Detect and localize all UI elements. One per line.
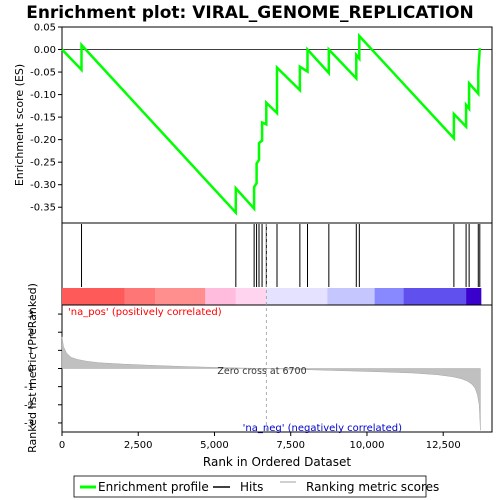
es-y-tick-label: -0.10 bbox=[30, 90, 56, 101]
negative-correlation-label: 'na_neg' (negatively correlated) bbox=[243, 423, 402, 434]
metric-panel: 3 2 1 0 -1 -2 -3 'na_pos' (positively correlat… bbox=[24, 224, 493, 434]
legend-box bbox=[73, 475, 427, 498]
heatmap-segment bbox=[374, 288, 404, 305]
metric-y-tick-label: 2 bbox=[28, 328, 34, 339]
metric-y-axis-label: Ranked list metric (PreRanked) bbox=[26, 283, 39, 453]
x-tick-label: 0 bbox=[59, 440, 65, 451]
legend-label-enrichment-profile: Enrichment profile bbox=[98, 480, 209, 494]
x-tick-label: 2,500 bbox=[124, 440, 153, 451]
metric-y-ticks: 3 2 1 0 -1 -2 -3 bbox=[24, 310, 62, 429]
heatmap-segment bbox=[235, 288, 267, 305]
x-tick-label: 7,500 bbox=[276, 440, 305, 451]
metric-y-tick-label: -1 bbox=[24, 382, 34, 393]
heatmap-segment bbox=[327, 288, 375, 305]
es-y-tick-label: 0.00 bbox=[34, 45, 56, 56]
ranking-heatmap-strip bbox=[62, 288, 482, 305]
es-y-tick-label: -0.05 bbox=[30, 68, 56, 79]
es-y-tick-label: -0.15 bbox=[30, 113, 56, 124]
heatmap-segment bbox=[205, 288, 236, 305]
es-y-tick-label: -0.20 bbox=[30, 135, 56, 146]
metric-y-tick-label: -3 bbox=[24, 418, 34, 429]
zero-cross-label: Zero cross at 6700 bbox=[217, 366, 306, 377]
metric-y-tick-label: 3 bbox=[28, 310, 34, 321]
x-tick-label: 10,000 bbox=[349, 440, 384, 451]
legend-label-hits: Hits bbox=[240, 480, 263, 494]
x-tick-label: 12,500 bbox=[426, 440, 461, 451]
es-y-ticks: 0.05 0.00 -0.05 -0.10 -0.15 -0.20 -0.25 -0.30 -0… bbox=[30, 23, 62, 214]
es-plot-frame bbox=[61, 26, 493, 224]
heatmap-segment bbox=[266, 288, 328, 305]
es-y-axis-label: Enrichment score (ES) bbox=[13, 64, 26, 186]
ranking-metric-area bbox=[61, 336, 481, 431]
heatmap-segment bbox=[124, 288, 156, 305]
metric-y-tick-label: 0 bbox=[28, 364, 34, 375]
metric-y-tick-label: 1 bbox=[28, 346, 34, 357]
legend-label-ranking-metric: Ranking metric scores bbox=[306, 480, 439, 494]
enrichment-profile-line bbox=[61, 32, 482, 216]
metric-y-tick-label: -2 bbox=[24, 400, 34, 411]
heatmap-segment bbox=[62, 288, 125, 305]
es-y-tick-label: -0.35 bbox=[30, 203, 56, 214]
hits-panel bbox=[61, 222, 493, 306]
x-tick-label: 5,000 bbox=[200, 440, 229, 451]
heatmap-segment bbox=[403, 288, 467, 305]
positive-correlation-label: 'na_pos' (positively correlated) bbox=[68, 307, 222, 318]
es-y-tick-label: -0.25 bbox=[30, 158, 56, 169]
es-y-tick-label: 0.05 bbox=[34, 23, 56, 34]
chart-title: Enrichment plot: VIRAL_GENOME_REPLICATIO… bbox=[26, 3, 474, 23]
x-axis-ticks: 0 2,500 5,000 7,500 10,000 12,500 bbox=[59, 432, 461, 451]
x-axis-label: Rank in Ordered Dataset bbox=[203, 455, 351, 469]
legend: Enrichment profile Hits Ranking metric s… bbox=[73, 475, 439, 498]
es-panel: 0.05 0.00 -0.05 -0.10 -0.15 -0.20 -0.25 -0.30 -0… bbox=[30, 23, 493, 224]
heatmap-segment bbox=[466, 288, 482, 305]
es-y-tick-label: -0.30 bbox=[30, 180, 56, 191]
heatmap-segment bbox=[155, 288, 206, 305]
